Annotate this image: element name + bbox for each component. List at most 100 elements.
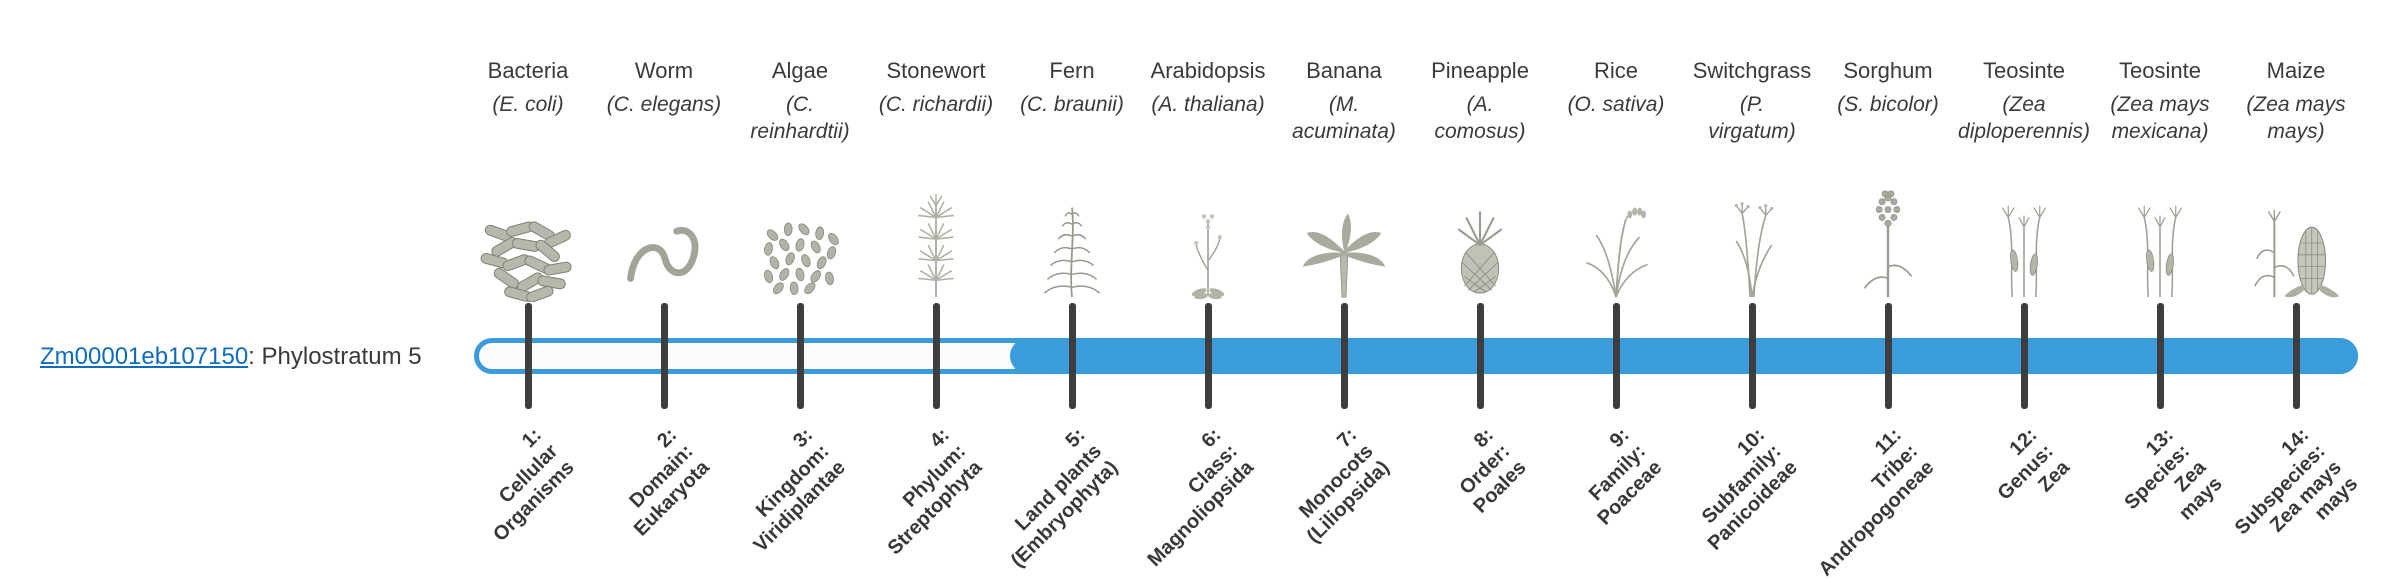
phylostratum-column: Bacteria (E. coli) [453, 56, 603, 118]
scientific-name: (E. coli) [492, 93, 564, 116]
scientific-name: (Zea mays mexicana) [2110, 93, 2210, 143]
organism-name: Bacteria [487, 58, 569, 83]
phylostratum-tick-label: 12: Genus: Zea [1993, 424, 2075, 505]
phylostratum-column: Switchgrass (P. virgatum) [1677, 56, 1827, 145]
organism-name: Pineapple [1431, 58, 1529, 83]
organism-name: Algae [771, 58, 829, 83]
organism-illustration-box [2100, 170, 2220, 302]
phylostratum-tick-label: 9: Family: Poaceae [1584, 424, 1667, 530]
scientific-name: (S. bicolor) [1837, 93, 1939, 116]
scientific-name: (Zea diploperennis) [1958, 93, 2090, 143]
organism-name: Banana [1306, 58, 1382, 83]
phylostratum-tick-label: 1: Cellular Organisms [488, 424, 579, 546]
scientific-name: (M. acuminata) [1292, 93, 1396, 143]
phylostratum-tick-label: 11: Tribe: Andropogoneae [1814, 424, 1939, 580]
organism-illustration-box [1012, 170, 1132, 302]
organism-name: Teosinte [1983, 58, 2065, 83]
phylostratum-bar-fill [1010, 338, 2358, 374]
organism-illustration-box [1828, 170, 1948, 302]
organism-name: Rice [1593, 58, 1638, 83]
phylostratum-column: Pineapple (A. comosus) [1405, 56, 1555, 145]
stonewort-icon [918, 193, 954, 298]
algae-icon [763, 222, 839, 296]
phylostratum-tick [1884, 303, 1892, 409]
phylostratum-tick-label: 4: Phylum: Streptophyta [883, 424, 987, 560]
scientific-name: (P. virgatum) [1708, 93, 1796, 143]
scientific-name: (C. elegans) [606, 93, 722, 116]
phylostratum-column: Worm (C. elegans) [589, 56, 739, 118]
organism-name: Worm [634, 58, 694, 83]
phylostratum-tick-label: 3: Kingdom: Viridiplantae [749, 424, 851, 557]
pineapple-icon [1457, 211, 1503, 294]
phylostratum-column: Teosinte (Zea diploperennis) [1949, 56, 2099, 145]
organism-name: Teosinte [2119, 58, 2201, 83]
scientific-name: (C. richardii) [878, 93, 994, 116]
organism-illustration-box [1692, 170, 1812, 302]
organism-illustration-box [876, 170, 996, 302]
phylostratum-column: Sorghum (S. bicolor) [1813, 56, 1963, 118]
organism-name: Fern [1049, 58, 1095, 83]
organism-name: Maize [2266, 58, 2326, 83]
phylostratum-tick-label: 5: Land plants (Embryophyta) [1006, 424, 1123, 572]
rice-icon [1586, 207, 1648, 298]
scientific-name: (A. comosus) [1434, 93, 1526, 143]
phylostratum-column: Fern (C. braunii) [997, 56, 1147, 118]
arabidopsis-icon [1191, 214, 1225, 300]
phylostratum-tick [2156, 303, 2164, 409]
phylostratum-tick-label: 14: Subspecies: Zea mays mays [2230, 424, 2363, 540]
organism-illustration-box [1284, 170, 1404, 302]
teosinte-icon [2001, 205, 2047, 298]
fern-icon [1043, 207, 1101, 298]
organism-name: Switchgrass [1692, 58, 1812, 83]
phylostratum-tick [1748, 303, 1756, 409]
phylostratum-column: Arabidopsis (A. thaliana) [1133, 56, 1283, 118]
phylostratum-tick [660, 303, 668, 409]
phylostratum-tick [524, 303, 532, 409]
organism-name: Stonewort [886, 58, 986, 83]
scientific-name: (Zea mays mays) [2246, 93, 2346, 143]
phylostratum-tick [2020, 303, 2028, 409]
phylostratum-column: Teosinte (Zea mays mexicana) [2085, 56, 2235, 145]
organism-name: Arabidopsis [1150, 58, 1266, 83]
organism-illustration-box [2236, 170, 2356, 302]
scientific-name: (C. braunii) [1020, 93, 1124, 116]
phylostratum-tick [1068, 303, 1076, 409]
phylostratum-tick [796, 303, 804, 409]
switchgrass-icon [1734, 202, 1774, 298]
bacteria-icon [480, 221, 572, 302]
phylostratum-tick-label: 10: Subfamily: Panicoideae [1697, 424, 1803, 555]
sorghum-icon [1863, 190, 1913, 298]
organism-illustration-box [1556, 170, 1676, 302]
phylostratum-tick-label: 2: Domain: Eukaryota [625, 424, 715, 541]
worm-icon [627, 226, 699, 282]
organism-illustration-box [740, 170, 860, 302]
phylostratum-tick-label: 7: Monocots (Liliopsida) [1295, 424, 1395, 548]
phylostratum-tick [1476, 303, 1484, 409]
organism-illustration-box [604, 170, 724, 302]
teosinte-icon [2137, 205, 2183, 298]
phylostratum-tick [932, 303, 940, 409]
phylostratum-column: Rice (O. sativa) [1541, 56, 1691, 118]
organism-name: Sorghum [1843, 58, 1933, 83]
scientific-name: (C. reinhardtii) [750, 93, 850, 143]
phylostratum-tick-label: 13: Species: Zea mays [2120, 424, 2227, 525]
maize-icon [2253, 209, 2340, 298]
phylostratum-column: Banana (M. acuminata) [1269, 56, 1419, 145]
organism-illustration-box [1420, 170, 1540, 302]
organism-illustration-box [1964, 170, 2084, 302]
banana-icon [1302, 213, 1386, 298]
organism-illustration-box [1148, 170, 1268, 302]
gene-phylostratum-text: : Phylostratum 5 [248, 343, 422, 370]
phylostratum-tick-label: 8: Order: Poales [1455, 424, 1531, 518]
phylostratum-tick [1340, 303, 1348, 409]
phylostratum-column: Stonewort (C. richardii) [861, 56, 1011, 118]
gene-label: Zm00001eb107150: Phylostratum 5 [40, 344, 422, 370]
organism-illustration-box [468, 170, 588, 302]
scientific-name: (O. sativa) [1567, 93, 1665, 116]
phylostratum-tick-label: 6: Class: Magnoliopsida [1143, 424, 1259, 572]
scientific-name: (A. thaliana) [1151, 93, 1265, 116]
phylostratum-column: Maize (Zea mays mays) [2221, 56, 2371, 145]
phylostratum-tick [1612, 303, 1620, 409]
gene-link[interactable]: Zm00001eb107150 [40, 343, 249, 370]
